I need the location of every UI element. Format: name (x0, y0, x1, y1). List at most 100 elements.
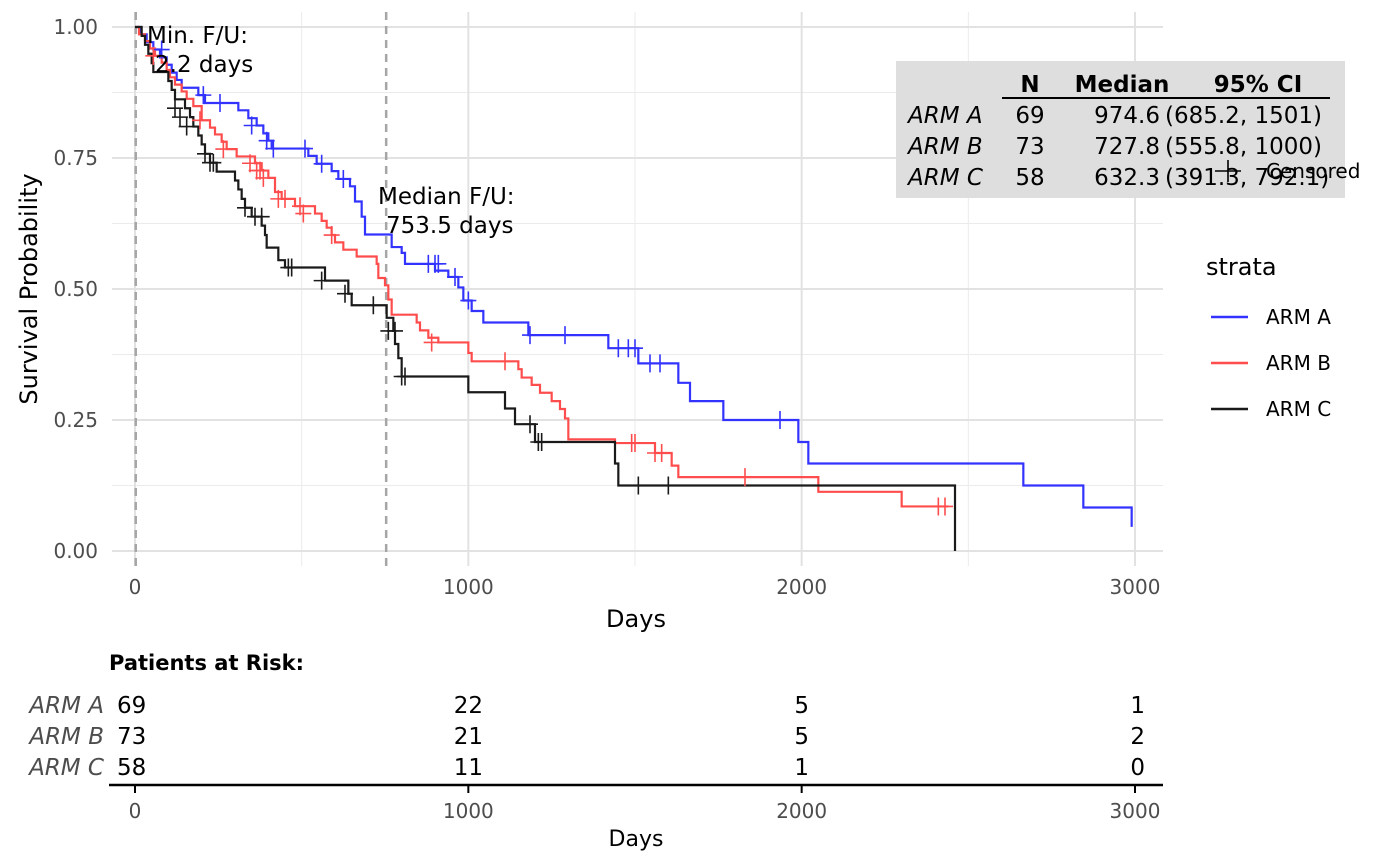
censor-mark-arm-a (430, 254, 447, 273)
censor-mark-arm-a (522, 326, 538, 345)
y-tick-label: 0.50 (53, 277, 98, 301)
censor-mark-arm-b (937, 497, 953, 516)
censor-mark-arm-a (652, 354, 668, 373)
censor-mark-arm-c (313, 271, 330, 290)
censor-mark-arm-c (660, 476, 677, 495)
censor-mark-arm-a (243, 116, 260, 135)
censor-mark-arm-c (237, 198, 253, 217)
follow-up-annotations: Min. F/U: 2.2 days Median F/U: 753.5 days (147, 23, 515, 239)
risk-count: 1 (794, 755, 809, 781)
summary-header-n: N (1020, 72, 1039, 98)
min-fu-label-line1: Min. F/U: (147, 23, 248, 49)
summary-row-median: 632.3 (1094, 165, 1160, 191)
censor-marks (145, 40, 953, 516)
censor-mark-arm-c (533, 433, 550, 452)
risk-count: 21 (454, 724, 483, 750)
censor-mark-arm-b (653, 444, 670, 463)
censor-mark-arm-a (447, 267, 463, 286)
risk-table-title: Patients at Risk: (109, 651, 304, 675)
summary-row-arm: ARM B (906, 134, 983, 160)
risk-count: 11 (454, 755, 483, 781)
censor-mark-arm-a (265, 139, 282, 158)
censored-key-label: Censored (1266, 159, 1360, 183)
risk-count: 73 (117, 724, 146, 750)
censor-mark-arm-b (277, 189, 293, 208)
censor-mark-arm-b (192, 111, 208, 130)
min-fu-label-line2: 2.2 days (155, 52, 253, 78)
summary-row-ci: (685.2, 1501) (1165, 103, 1322, 129)
censor-mark-arm-c (387, 321, 403, 340)
risk-table-tick-label: 3000 (1110, 799, 1161, 823)
summary-row-n: 73 (1015, 134, 1044, 160)
censor-mark-arm-b (627, 434, 643, 453)
risk-count: 69 (117, 693, 146, 719)
summary-row-ci: (391.3, 792.1) (1165, 165, 1329, 191)
summary-row-n: 58 (1015, 165, 1044, 191)
risk-count: 1 (1130, 693, 1145, 719)
censor-mark-arm-b (215, 140, 232, 159)
censor-mark-arm-b (255, 168, 272, 187)
censor-mark-arm-a (772, 411, 788, 429)
summary-row-arm: ARM C (906, 165, 983, 191)
legend: strata ARM A ARM B ARM C (1206, 253, 1331, 421)
summary-table: N Median 95% CI ARM A 69 974.6 (685.2, 1501) AR… (896, 61, 1360, 198)
plot-axes: 0.00 0.25 0.50 0.75 1.00 0 1000 2000 3000 Days Sur… (15, 15, 1160, 633)
x-tick-label: 1000 (443, 575, 494, 599)
risk-count: 0 (1130, 755, 1145, 781)
summary-row-median: 727.8 (1094, 134, 1160, 160)
survival-curve-arm-a (135, 25, 1133, 527)
y-tick-label: 1.00 (53, 15, 98, 39)
censor-mark-arm-c (630, 476, 647, 495)
censor-mark-arm-b (423, 333, 440, 352)
risk-table-tick-label: 2000 (776, 799, 827, 823)
censor-mark-arm-b (497, 352, 513, 371)
censor-mark-arm-a (153, 40, 170, 59)
censor-mark-arm-a (557, 326, 573, 345)
risk-row-arm: ARM A (27, 693, 104, 719)
censor-mark-arm-a (212, 93, 228, 112)
median-fu-label-line1: Median F/U: (378, 184, 515, 210)
censor-mark-arm-a (627, 339, 643, 358)
x-axis-title: Days (606, 605, 666, 633)
censor-mark-arm-a (258, 131, 275, 150)
summary-row-arm: ARM A (906, 103, 983, 129)
median-fu-label-line2: 753.5 days (386, 213, 513, 239)
x-tick-label: 2000 (776, 575, 827, 599)
censor-mark-arm-b (737, 468, 753, 487)
risk-count: 5 (794, 693, 809, 719)
censor-mark-arm-c (283, 258, 300, 277)
risk-table-tick-label: 1000 (443, 799, 494, 823)
censored-key-icon (1215, 160, 1241, 182)
legend-label-arm-c: ARM C (1266, 397, 1331, 421)
censor-mark-arm-b (323, 226, 340, 245)
risk-count: 58 (117, 755, 146, 781)
censor-mark-arm-a (297, 139, 313, 158)
censor-mark-arm-c (337, 284, 353, 303)
legend-label-arm-b: ARM B (1266, 351, 1331, 375)
censor-mark-arm-a (313, 154, 330, 173)
x-tick-label: 0 (129, 575, 142, 599)
x-tick-label: 3000 (1110, 575, 1161, 599)
legend-title: strata (1206, 253, 1277, 281)
censor-mark-arm-c (172, 108, 188, 127)
plot-grid (112, 12, 1163, 566)
censor-mark-arm-b (145, 46, 162, 65)
risk-row-arm: ARM B (27, 724, 104, 750)
censor-mark-arm-c (365, 296, 382, 315)
risk-table-x-title: Days (609, 827, 664, 852)
censor-mark-arm-b (242, 154, 258, 173)
censor-mark-arm-c (522, 415, 538, 434)
survival-curve-arm-b (135, 25, 949, 508)
summary-table-background (896, 61, 1345, 198)
y-axis-title: Survival Probability (15, 173, 43, 404)
summary-header-median: Median (1075, 72, 1170, 98)
risk-count: 2 (1130, 724, 1145, 750)
censor-mark-arm-c (178, 117, 195, 136)
legend-label-arm-a: ARM A (1266, 305, 1331, 329)
censor-mark-arm-c (253, 207, 270, 226)
summary-row-ci: (555.8, 1000) (1165, 134, 1322, 160)
censor-mark-arm-b (295, 204, 312, 223)
censor-mark-arm-c (397, 367, 413, 386)
summary-row-median: 974.6 (1094, 103, 1160, 129)
